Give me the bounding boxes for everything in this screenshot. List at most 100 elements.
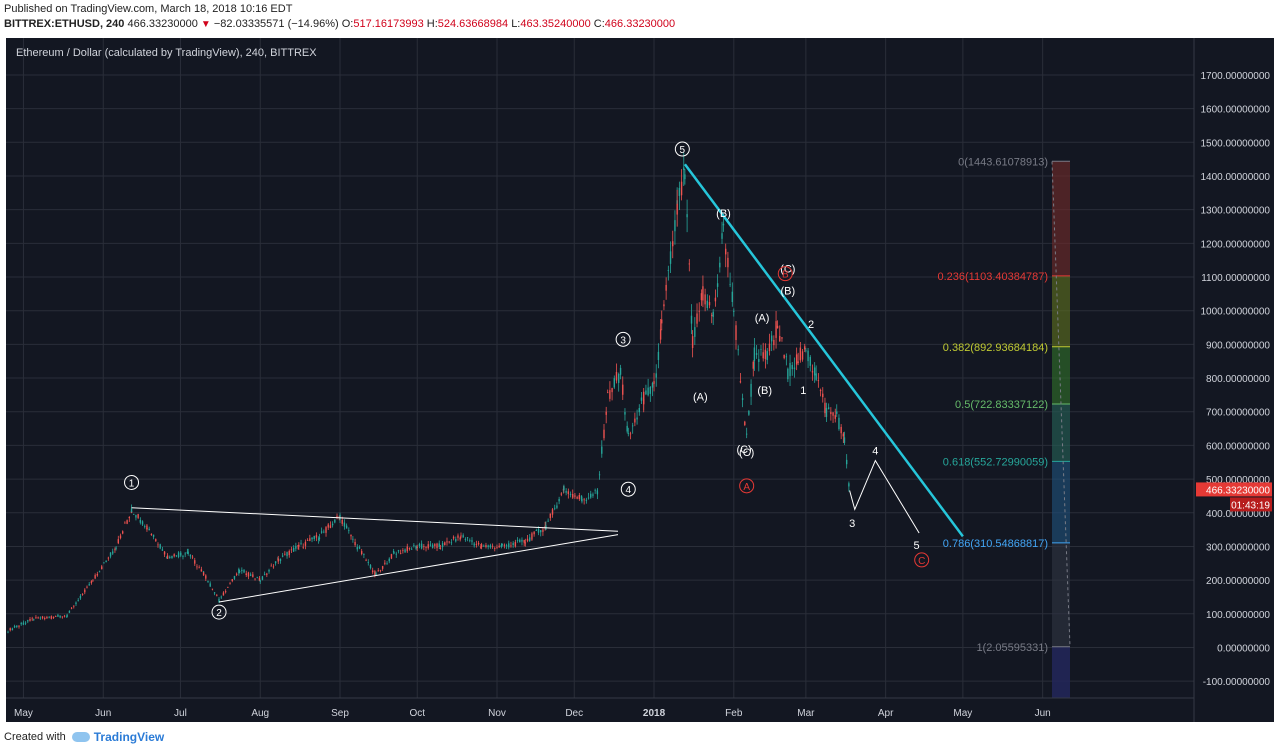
candle-body bbox=[674, 220, 676, 232]
candle-body bbox=[339, 514, 341, 520]
fib-band bbox=[1052, 542, 1070, 647]
candle-body bbox=[819, 389, 822, 392]
candle-body bbox=[516, 540, 519, 541]
candle-body bbox=[137, 514, 139, 518]
candle-body bbox=[785, 356, 788, 358]
candle-body bbox=[611, 388, 613, 393]
candle-body bbox=[603, 429, 605, 439]
candle-body bbox=[758, 359, 760, 362]
candle-body bbox=[416, 546, 418, 548]
wave-label: (B) bbox=[781, 285, 796, 297]
candle-body bbox=[202, 572, 205, 576]
candle-body bbox=[638, 408, 640, 413]
candle-body bbox=[576, 497, 578, 499]
candle-body bbox=[845, 459, 848, 465]
grid-lines bbox=[6, 38, 1194, 698]
projection-path bbox=[849, 459, 920, 534]
candle-body bbox=[805, 350, 807, 352]
last-price: 466.33230000 bbox=[127, 18, 198, 30]
candle-body bbox=[318, 537, 321, 540]
candle-body bbox=[537, 528, 540, 533]
candle-body bbox=[762, 352, 764, 359]
candle-body bbox=[473, 543, 475, 546]
candle-body bbox=[88, 584, 90, 586]
wave-circle bbox=[124, 474, 140, 490]
candle-body bbox=[75, 602, 77, 605]
candle-body bbox=[694, 327, 696, 337]
y-tick-label: -100.00000000 bbox=[1203, 677, 1271, 688]
candle-body bbox=[148, 528, 150, 531]
candle-body bbox=[101, 566, 103, 570]
candle-body bbox=[338, 516, 340, 518]
candle-body bbox=[22, 622, 25, 625]
candle-body bbox=[224, 591, 227, 593]
candle-body bbox=[86, 586, 88, 588]
candle-body bbox=[114, 549, 116, 551]
fib-label: 0.5(722.83337122) bbox=[955, 399, 1048, 411]
x-tick-label: Jul bbox=[174, 708, 187, 719]
candle-body bbox=[439, 547, 442, 549]
candle-body bbox=[279, 558, 282, 562]
candle-body bbox=[606, 392, 609, 394]
candle-body bbox=[487, 545, 489, 548]
candle-body bbox=[247, 572, 250, 577]
candle-body bbox=[408, 547, 411, 549]
fib-band bbox=[1052, 161, 1070, 276]
candle-body bbox=[760, 348, 762, 350]
tradingview-logo[interactable]: TradingView bbox=[71, 730, 164, 744]
candle-body bbox=[59, 615, 61, 618]
x-tick-label: Feb bbox=[725, 708, 743, 719]
candle-body bbox=[462, 535, 464, 538]
candle-body bbox=[542, 529, 544, 532]
candle-body bbox=[776, 325, 779, 329]
candle-body bbox=[292, 547, 295, 552]
chart-area[interactable]: 0(1443.61078913) 0.236(1103.40384787) 0.38… bbox=[6, 38, 1274, 722]
candle-body bbox=[297, 545, 299, 547]
candle-body bbox=[686, 214, 688, 218]
x-tick-label: Mar bbox=[797, 708, 815, 719]
close-value: 466.33230000 bbox=[604, 18, 676, 30]
candle-body bbox=[533, 531, 535, 535]
candle-body bbox=[540, 530, 542, 533]
candle-body bbox=[186, 551, 189, 554]
candle-body bbox=[744, 421, 746, 426]
footer: Created with TradingView bbox=[4, 730, 164, 744]
candle-body bbox=[98, 571, 101, 573]
candle-body bbox=[238, 571, 241, 573]
candle-body bbox=[634, 418, 636, 423]
candle-body bbox=[569, 493, 572, 495]
down-triangle-icon: ▼ bbox=[200, 19, 211, 30]
candle-body bbox=[68, 610, 71, 613]
candle-body bbox=[801, 351, 804, 360]
candle-body bbox=[565, 491, 567, 493]
chart-svg[interactable]: 0(1443.61078913) 0.236(1103.40384787) 0.38… bbox=[6, 38, 1274, 722]
candle-body bbox=[485, 545, 487, 548]
candle-body bbox=[590, 493, 592, 498]
candle-body bbox=[281, 555, 284, 557]
price-axis-bg bbox=[1194, 38, 1274, 722]
candle-body bbox=[708, 302, 711, 306]
fib-retracement: 0(1443.61078913) 0.236(1103.40384787) 0.38… bbox=[937, 156, 1071, 698]
candle-body bbox=[150, 533, 153, 536]
candle-body bbox=[521, 539, 523, 542]
created-with-label: Created with bbox=[4, 731, 66, 743]
candle-body bbox=[117, 539, 119, 544]
candle-body bbox=[166, 556, 168, 558]
candle-body bbox=[79, 595, 82, 599]
candle-body bbox=[177, 552, 180, 558]
candle-body bbox=[377, 570, 379, 572]
candle-body bbox=[207, 581, 209, 583]
candle-body bbox=[157, 544, 159, 546]
candle-body bbox=[647, 387, 649, 396]
candle-body bbox=[133, 513, 135, 515]
candle-body bbox=[622, 384, 624, 395]
candle-body bbox=[175, 555, 178, 557]
candle-body bbox=[448, 541, 450, 543]
candle-body bbox=[41, 616, 44, 619]
candle-body bbox=[653, 381, 655, 384]
candle-body bbox=[189, 554, 192, 557]
candle-body bbox=[420, 543, 423, 549]
candle-body bbox=[252, 574, 254, 578]
candle-body bbox=[617, 374, 620, 383]
